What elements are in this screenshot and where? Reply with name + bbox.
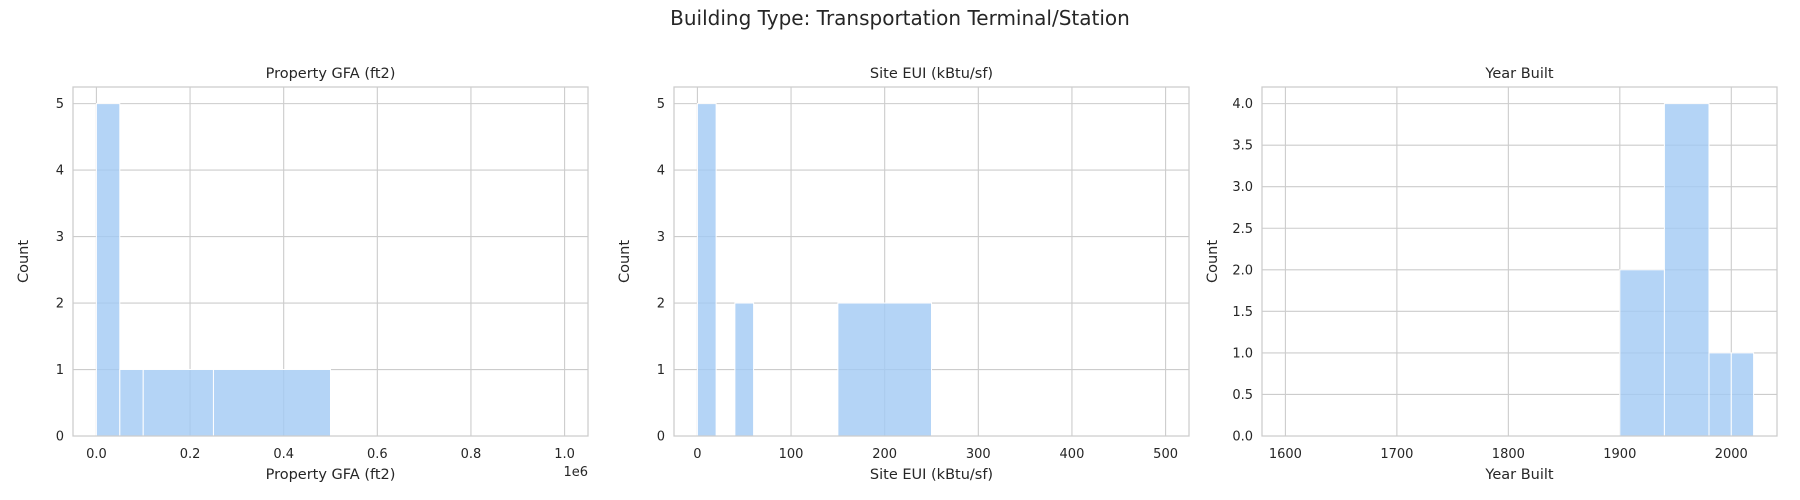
y-tick-label: 2.0: [1232, 263, 1253, 278]
y-tick-label: 3.0: [1232, 180, 1253, 195]
x-tick-label: 0.0: [86, 447, 107, 462]
y-axis-label: Count: [1205, 240, 1221, 283]
y-axis-label: Count: [16, 240, 32, 283]
chart-panel-year-built: 1600 1700 1800 1900 2000 0.0 0.5 1.0 1.5 2.0 2.5 3.…: [1205, 66, 1778, 483]
figure-suptitle: Building Type: Transportation Terminal/S…: [670, 6, 1130, 30]
x-tick-label: 0: [693, 447, 701, 462]
histogram-bar: [1619, 269, 1665, 437]
x-tick-label: 500: [1153, 447, 1178, 462]
y-tick-label: 1.5: [1232, 305, 1253, 320]
histogram-bar: [1730, 352, 1755, 437]
y-tick-label: 4: [657, 164, 665, 179]
x-tick-label: 0.2: [180, 447, 201, 462]
y-tick-label: 4: [56, 164, 64, 179]
x-tick-label: 1700: [1380, 447, 1413, 462]
axes-frame: [1261, 86, 1778, 437]
y-tick-label: 5: [56, 97, 64, 112]
y-tick-label: 3.5: [1232, 139, 1253, 154]
panel-title: Property GFA (ft2): [266, 66, 396, 82]
histogram-bar: [1663, 103, 1710, 437]
x-tick-label: 200: [872, 447, 897, 462]
x-tick-label: 1900: [1603, 447, 1636, 462]
x-tick-label: 300: [966, 447, 991, 462]
x-axis-label: Year Built: [1484, 467, 1554, 483]
y-tick-label: 0.0: [1232, 430, 1253, 445]
y-tick-label: 0.5: [1232, 388, 1253, 403]
y-tick-label: 0: [56, 430, 64, 445]
x-tick-label: 0.4: [273, 447, 294, 462]
histogram-bar: [119, 369, 144, 437]
chart-panel-property-gfa: 0.0 0.2 0.4 0.6 0.8 1.0 0 1 2 3 4 5 Property GFA (ft…: [16, 66, 589, 483]
x-tick-label: 0.6: [367, 447, 388, 462]
y-tick-label: 5: [657, 97, 665, 112]
panel-title: Year Built: [1484, 66, 1554, 82]
y-tick-label: 2.5: [1232, 222, 1253, 237]
histogram-bar: [734, 302, 755, 437]
x-axis-label: Property GFA (ft2): [266, 467, 396, 483]
histogram-bar: [837, 302, 933, 437]
x-tick-label: 100: [779, 447, 804, 462]
y-tick-label: 0: [657, 430, 665, 445]
x-tick-label: 0.8: [461, 447, 482, 462]
histogram-bar: [1708, 352, 1732, 437]
x-axis-offset-label: 1e6: [563, 465, 588, 480]
y-tick-label: 3: [56, 230, 64, 245]
chart-panel-site-eui: 0 100 200 300 400 500 0 1 2 3 4 5 Site EUI (kBtu/sf)…: [617, 66, 1190, 483]
x-tick-label: 1600: [1269, 447, 1302, 462]
histogram-bar: [142, 369, 214, 437]
y-tick-label: 2: [56, 297, 64, 312]
x-tick-label: 1.0: [554, 447, 575, 462]
histogram-bar: [95, 103, 121, 437]
x-axis-label: Site EUI (kBtu/sf): [870, 467, 993, 483]
x-tick-label: 1800: [1492, 447, 1525, 462]
y-tick-label: 1: [56, 363, 64, 378]
x-tick-label: 2000: [1715, 447, 1748, 462]
panel-title: Site EUI (kBtu/sf): [870, 66, 993, 82]
y-tick-label: 4.0: [1232, 97, 1253, 112]
y-tick-label: 1: [657, 363, 665, 378]
histogram-bar: [696, 103, 717, 437]
y-tick-label: 2: [657, 297, 665, 312]
axes-frame: [673, 86, 1190, 437]
y-axis-label: Count: [617, 240, 633, 283]
y-tick-label: 1.0: [1232, 346, 1253, 361]
histogram-bar: [212, 369, 331, 437]
y-tick-label: 3: [657, 230, 665, 245]
axes-frame: [72, 86, 589, 437]
x-tick-label: 400: [1060, 447, 1085, 462]
